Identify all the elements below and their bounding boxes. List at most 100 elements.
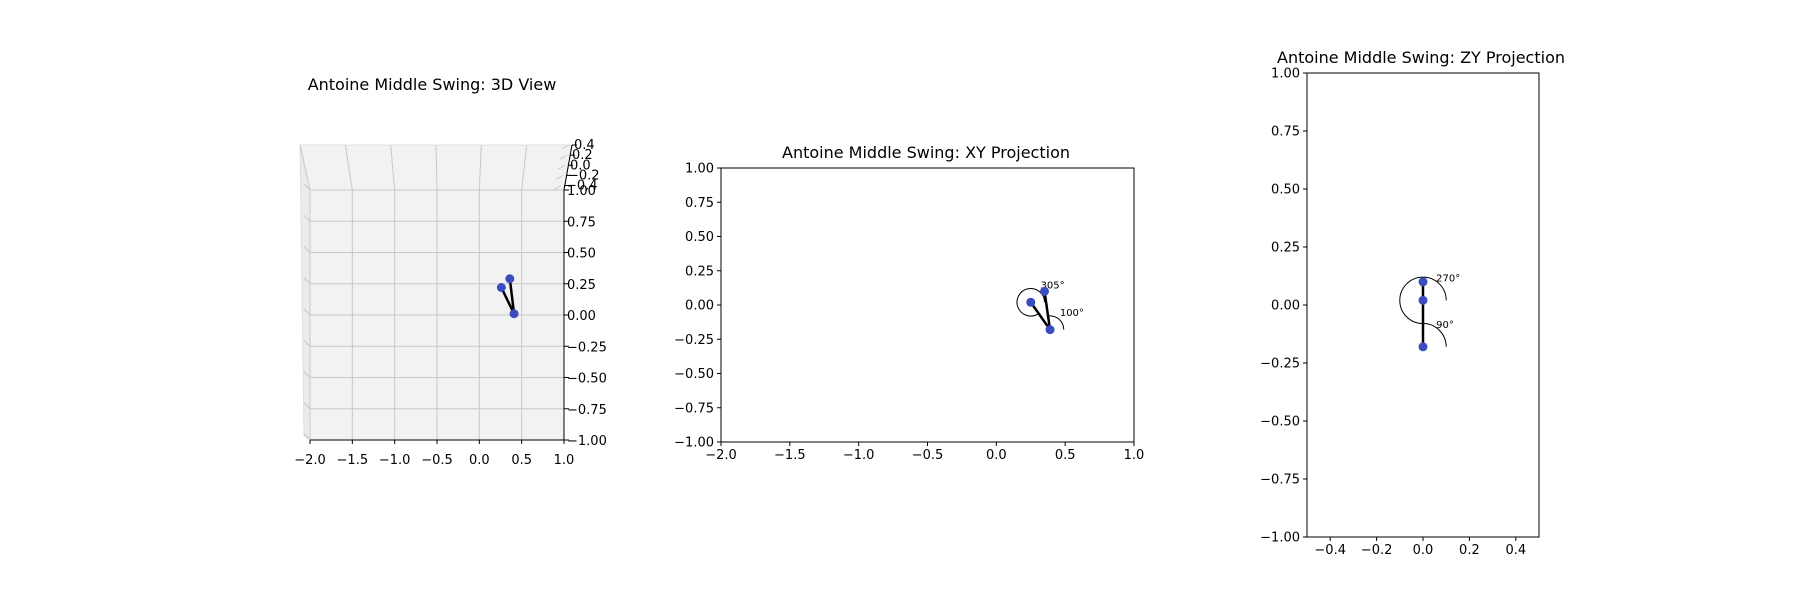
chart-title-3d: Antoine Middle Swing: 3D View	[308, 75, 557, 94]
x-tick-label: 1.0	[1124, 448, 1145, 463]
x-tick-label: −0.2	[1361, 543, 1393, 558]
x-tick-label: 0.0	[1413, 543, 1434, 558]
grid-line-x-top	[390, 144, 396, 191]
y-tick-label: −0.25	[567, 340, 607, 355]
y-tick-label: 0.75	[685, 196, 714, 211]
x-tick-label: 0.5	[1055, 448, 1076, 463]
x-tick-label: −1.5	[774, 448, 806, 463]
y-tick-label: −0.75	[1260, 473, 1300, 488]
plot-frame	[720, 167, 1135, 443]
y-tick-label: −0.25	[1260, 357, 1300, 372]
joint-point	[1040, 286, 1050, 296]
x-tick-label: −2.0	[294, 453, 326, 468]
grid-line-z	[555, 174, 564, 180]
angle-arc	[1399, 276, 1447, 325]
y-tick-label: −0.50	[674, 367, 714, 382]
y-tick-label: −1.00	[1260, 531, 1300, 546]
chart-title-xy: Antoine Middle Swing: XY Projection	[782, 143, 1070, 162]
y-tick-label: 0.75	[567, 215, 596, 230]
limb-segment	[500, 286, 516, 315]
x-tick-label: 0.0	[469, 453, 490, 468]
grid-line-x-top	[478, 144, 482, 191]
side-pane	[299, 144, 311, 441]
grid-line-y-side	[303, 214, 311, 222]
y-tick-label: −0.75	[567, 403, 607, 418]
angle-arc	[1047, 315, 1065, 330]
joint-point	[1045, 325, 1055, 335]
x-tick-label: 0.4	[1505, 543, 1526, 558]
grid-line-y-side	[303, 371, 311, 378]
y-tick-label: 1.00	[1271, 67, 1300, 82]
joint-point	[1026, 297, 1036, 307]
chart-title-zy: Antoine Middle Swing: ZY Projection	[1277, 48, 1565, 67]
panel-3d-view: −2.0 −1.5 −1.0 −0.5 0.0 0.5 1.0 1.00 0.75 0.50 0.2…	[294, 138, 607, 468]
limb-segment	[1029, 301, 1052, 331]
y-tick-label: 0.75	[1271, 125, 1300, 140]
x-tick-label: −1.5	[337, 453, 369, 468]
joint-point	[1418, 277, 1428, 287]
z-tick-label: 0.4	[574, 138, 595, 153]
z-tick-label: 0.0	[570, 158, 591, 173]
grid-line-z	[561, 144, 570, 150]
y-tick-label: −1.00	[674, 436, 714, 451]
y-tick-label: 0.25	[1271, 241, 1300, 256]
grid-line-x-top	[521, 144, 528, 191]
x-tick-label: −1.0	[379, 453, 411, 468]
y-tick-label: −1.00	[567, 434, 607, 449]
angle-arc	[1422, 323, 1447, 347]
panel-zy-projection: −0.4 −0.2 0.0 0.2 0.4 1.00 0.75 0.50 0.25 0.00 −0.…	[1260, 67, 1540, 558]
y-tick-label: −0.75	[674, 401, 714, 416]
grid-line-x-top	[344, 144, 353, 191]
grid-line-x-top	[299, 144, 311, 191]
limb-segment	[1043, 291, 1052, 330]
joint-point	[505, 274, 515, 284]
y-tick-label: −0.50	[567, 372, 607, 387]
angle-label: 305°	[1041, 281, 1065, 292]
grid-line-y-side	[303, 246, 311, 253]
grid-line-x-top	[435, 144, 438, 191]
x-tick-label: −2.0	[705, 448, 737, 463]
grid-line-y-side	[303, 308, 311, 316]
joint-point	[496, 283, 506, 292]
joint-point	[509, 309, 519, 319]
panel-xy-projection: −2.0 −1.5 −1.0 −0.5 0.0 0.5 1.0 1.00 0.75 0.50 0.2…	[674, 162, 1144, 464]
y-tick-label: 0.00	[567, 309, 596, 324]
x-tick-label: 0.2	[1459, 543, 1480, 558]
x-tick-label: −0.4	[1314, 543, 1346, 558]
x-tick-label: −0.5	[421, 453, 453, 468]
grid-line-z	[559, 154, 568, 160]
grid-line-z	[557, 164, 566, 170]
angle-label: 100°	[1060, 308, 1084, 319]
x-tick-label: −1.0	[843, 448, 875, 463]
y-tick-label: 0.50	[685, 230, 714, 245]
y-tick-label: −0.25	[674, 333, 714, 348]
z-tick-label: 0.2	[572, 148, 593, 163]
limb-segment	[508, 278, 516, 314]
y-tick-label: −0.50	[1260, 415, 1300, 430]
y-tick-label: 0.50	[1271, 183, 1300, 198]
x-tick-label: 0.5	[511, 453, 532, 468]
grid-line-y-side	[303, 183, 311, 191]
grid-line-y-side	[303, 402, 311, 410]
angle-label: 270°	[1436, 274, 1460, 285]
grid-line-z	[553, 185, 562, 190]
y-tick-label: 1.00	[567, 184, 596, 199]
y-tick-label: 0.00	[685, 299, 714, 314]
x-tick-label: 0.0	[986, 448, 1007, 463]
z-axis-line	[563, 144, 573, 191]
y-tick-label: 0.25	[685, 264, 714, 279]
y-tick-label: 1.00	[685, 162, 714, 177]
z-tick-label: −0.2	[568, 168, 600, 183]
y-tick-label: 0.50	[567, 247, 596, 262]
z-tick-label: −0.4	[566, 179, 598, 194]
joint-point	[1418, 342, 1428, 352]
angle-label: 90°	[1436, 320, 1454, 331]
grid-line-y-side	[303, 433, 311, 441]
joint-point	[1418, 295, 1428, 305]
grid-line-y-side	[303, 339, 311, 347]
y-tick-label: 0.25	[567, 278, 596, 293]
grid-line-y-side	[303, 277, 311, 285]
x-tick-label: −0.5	[912, 448, 944, 463]
y-tick-label: 0.00	[1271, 299, 1300, 314]
